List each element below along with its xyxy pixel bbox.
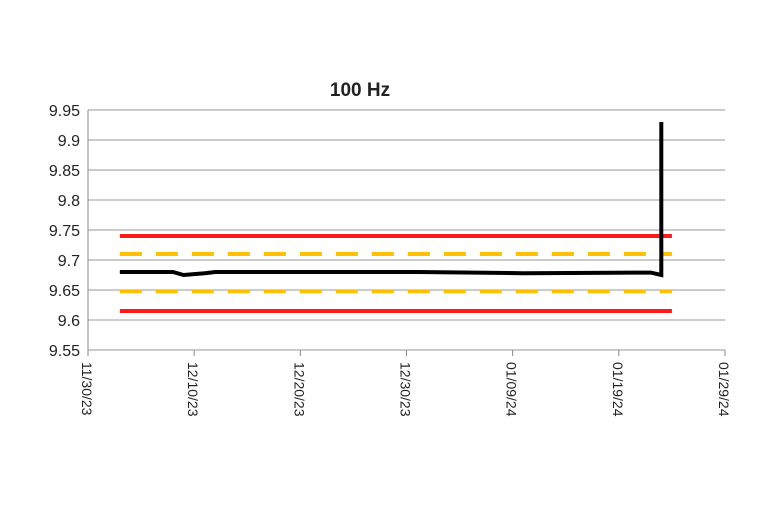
- x-tick-label: 11/30/23: [79, 362, 95, 416]
- chart-title: 100 Hz: [330, 80, 390, 101]
- x-tick-label: 01/19/24: [610, 362, 626, 417]
- x-tick-label: 12/20/23: [291, 362, 307, 417]
- y-tick-label: 9.7: [58, 253, 80, 270]
- x-tick-label: 01/09/24: [504, 362, 520, 417]
- y-tick-label: 9.85: [49, 163, 80, 180]
- y-tick-label: 9.9: [58, 133, 80, 150]
- y-tick-label: 9.75: [49, 223, 80, 240]
- y-tick-label: 9.95: [49, 103, 80, 120]
- y-tick-label: 9.65: [49, 283, 80, 300]
- series-line: [119, 122, 664, 278]
- x-tick-label: 12/30/23: [398, 362, 414, 417]
- y-tick-label: 9.6: [58, 313, 80, 330]
- x-tick-label: 01/29/24: [716, 362, 732, 417]
- x-tick-label: 12/10/23: [185, 362, 201, 417]
- y-tick-label: 9.8: [58, 193, 80, 210]
- y-tick-label: 9.55: [49, 343, 80, 360]
